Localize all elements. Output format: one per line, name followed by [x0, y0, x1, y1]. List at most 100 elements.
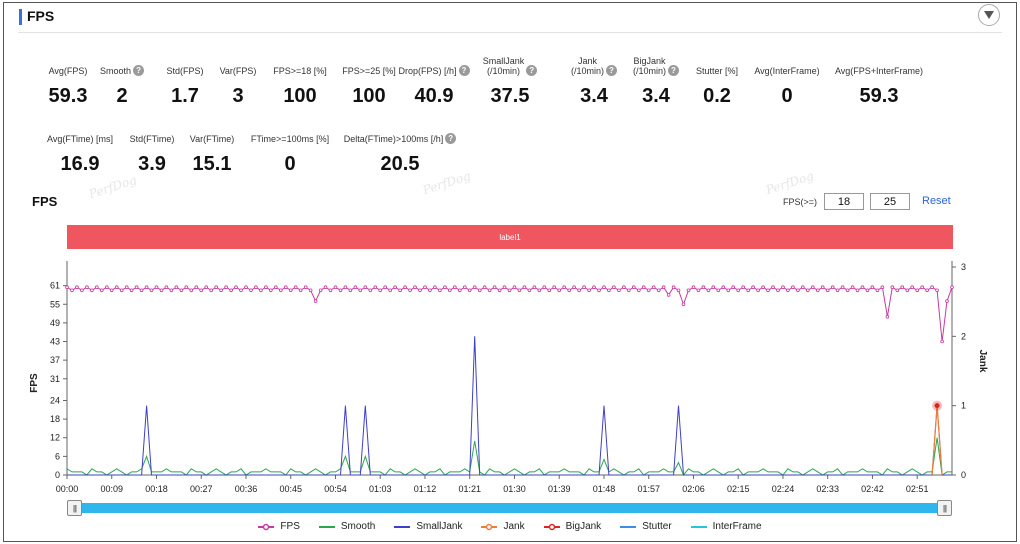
legend-swatch-icon [318, 525, 335, 528]
legend-swatch-icon [258, 523, 275, 530]
fps-point [95, 285, 99, 290]
header-accent-bar [19, 9, 22, 25]
stat-value: 40.9 [414, 85, 454, 107]
fps-point [726, 288, 731, 293]
series-smalljank [67, 336, 952, 476]
stat-value: 16.9 [60, 153, 100, 175]
fps-point [249, 288, 253, 293]
legend-item-bigjank[interactable]: BigJank [543, 521, 601, 532]
fps-point [313, 299, 318, 303]
fps-point [557, 288, 561, 293]
stat-ftime-100ms: FTime>=100ms [%] 0 [230, 124, 350, 176]
fps-point [194, 285, 199, 290]
fps-point [920, 285, 924, 290]
stat-avg-ftime-ms: Avg(FTime) [ms] 16.9 [20, 124, 140, 176]
stat-value: 100 [283, 85, 317, 107]
help-icon[interactable]: ? [458, 65, 470, 76]
label-band[interactable]: label1 [67, 225, 953, 249]
fps-point [890, 285, 895, 290]
stat-label: Var(FPS) [178, 56, 298, 76]
legend-item-smalljank[interactable]: SmallJank [394, 521, 462, 532]
threshold-label: FPS(>=) [783, 197, 818, 207]
stat-value: 15.1 [192, 153, 232, 175]
legend-swatch-icon [690, 525, 707, 528]
fps-point [388, 288, 393, 293]
fps-point [900, 285, 905, 290]
threshold-high-input[interactable] [870, 193, 910, 210]
fps-point [766, 288, 770, 293]
fps-point [825, 288, 830, 293]
stat-label-text: Std(FPS) [166, 66, 204, 76]
fps-point [522, 285, 527, 290]
stat-label: Std(FPS) [125, 56, 245, 76]
legend-item-jank[interactable]: Jank [481, 521, 525, 532]
stat-var-ftime: Var(FTime) 15.1 [152, 124, 272, 176]
x-tick-label: 00:36 [235, 484, 258, 494]
fps-point [691, 285, 696, 290]
fps-point [547, 288, 552, 293]
fps-point [413, 285, 417, 290]
help-icon[interactable]: ? [445, 133, 457, 144]
fps-point [636, 288, 641, 293]
legend-item-smooth[interactable]: Smooth [318, 521, 375, 532]
fps-point [90, 288, 94, 293]
fps-point [378, 288, 383, 293]
help-icon[interactable]: ? [526, 65, 538, 76]
y-tick-label: 6 [55, 451, 60, 461]
slider-left-handle[interactable]: ||| [67, 500, 82, 516]
legend-label: Stutter [642, 521, 672, 532]
threshold-low-input[interactable] [824, 193, 864, 210]
fps-point [164, 285, 169, 290]
time-range-slider[interactable]: ||| ||| [67, 500, 952, 516]
slider-right-handle[interactable]: ||| [937, 500, 952, 516]
stat-label: Jank (/10min)? [534, 56, 654, 76]
fps-point [646, 288, 651, 293]
fps-point [587, 288, 591, 293]
y2-tick-label: 1 [961, 401, 966, 411]
y-axis-label: FPS [29, 373, 40, 393]
fps-point [109, 288, 114, 293]
fps-point [711, 285, 716, 290]
fps-point [820, 285, 825, 290]
help-icon[interactable]: ? [606, 65, 617, 76]
fps-point [403, 285, 407, 290]
fps-point [666, 293, 671, 297]
chevron-down-icon [984, 11, 994, 19]
legend-item-interframe[interactable]: InterFrame [690, 521, 762, 532]
series-smooth [66, 437, 952, 476]
bigjank-point[interactable] [934, 403, 940, 409]
collapse-button[interactable] [978, 4, 1000, 26]
fps-point [492, 285, 497, 290]
fps-point [333, 285, 338, 290]
fps-point [512, 285, 517, 290]
stat-value: 0.2 [703, 85, 731, 107]
stat-label: Avg(FPS) [8, 56, 128, 76]
x-tick-label: 00:45 [279, 484, 302, 494]
reset-button[interactable]: Reset [922, 195, 951, 207]
fps-point [462, 285, 467, 290]
stat-label-text: Jank (/10min) [570, 56, 604, 76]
fps-point [273, 285, 278, 290]
fps-point [467, 288, 472, 293]
fps-point [751, 285, 755, 290]
legend-item-fps[interactable]: FPS [258, 521, 300, 532]
fps-point [731, 285, 735, 290]
legend-item-stutter[interactable]: Stutter [620, 521, 672, 532]
help-icon[interactable]: ? [668, 65, 679, 76]
slider-track[interactable] [73, 503, 946, 513]
help-icon[interactable]: ? [133, 65, 145, 76]
fps-point [736, 288, 740, 293]
fps-point [791, 285, 795, 290]
legend-swatch-icon [543, 523, 560, 530]
fps-point [602, 285, 606, 290]
legend-swatch-icon [620, 525, 637, 528]
stat-label-text: Smooth [99, 66, 132, 76]
fps-point [880, 285, 885, 290]
fps-point [810, 285, 815, 290]
fps-point [179, 288, 184, 293]
stat-label-text: Var(FTime) [189, 134, 235, 144]
stat-jank-10min: Jank (/10min)? 3.4 [534, 56, 654, 108]
fps-point [328, 288, 333, 293]
stat-value: 0 [781, 85, 793, 107]
